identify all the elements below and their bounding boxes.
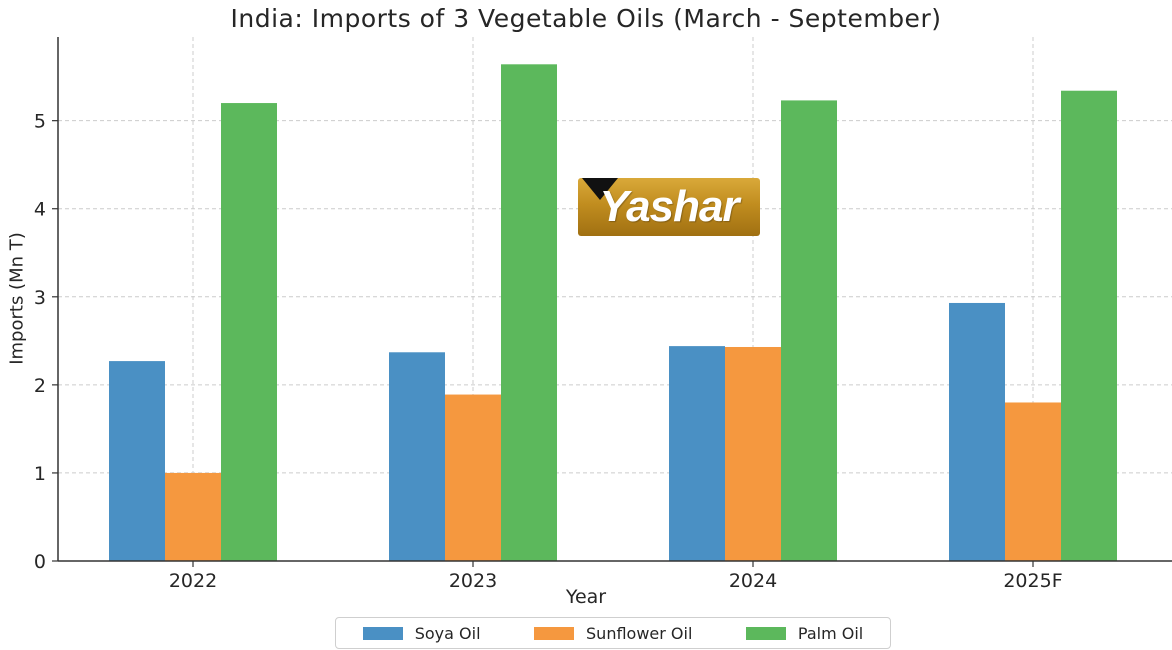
y-tick-label: 3 — [34, 287, 46, 309]
legend-item-soya: Soya Oil — [362, 623, 481, 643]
x-tick-label: 2022 — [169, 570, 217, 592]
bar — [949, 302, 1005, 561]
y-tick-label: 0 — [34, 551, 46, 573]
bar — [501, 64, 557, 561]
chart-legend: Soya Oil Sunflower Oil Palm Oil — [335, 617, 891, 649]
legend-label-sunflower: Sunflower Oil — [586, 623, 693, 643]
y-tick-label: 1 — [34, 463, 46, 485]
bar — [669, 346, 725, 561]
bar — [445, 394, 501, 561]
bar — [389, 352, 445, 561]
y-axis-label: Imports (Mn T) — [6, 232, 28, 365]
yashar-logo: Yashar — [578, 178, 760, 236]
logo-triangle-mark — [582, 178, 618, 200]
y-tick-label: 4 — [34, 199, 46, 221]
legend-label-soya: Soya Oil — [414, 623, 481, 643]
bar — [781, 100, 837, 562]
legend-swatch-soya — [362, 626, 403, 640]
chart-title: India: Imports of 3 Vegetable Oils (Marc… — [230, 4, 942, 33]
legend-swatch-sunflower — [534, 626, 575, 640]
logo-text: Yashar — [599, 182, 739, 231]
x-tick-label: 2025F — [1003, 570, 1062, 592]
legend-item-palm: Palm Oil — [745, 623, 864, 643]
y-tick-label: 2 — [34, 375, 46, 397]
legend-swatch-palm — [745, 626, 786, 640]
bar — [109, 361, 165, 561]
bar — [1061, 90, 1117, 561]
x-tick-label: 2024 — [729, 570, 777, 592]
x-axis-label: Year — [565, 586, 607, 608]
bar — [725, 346, 781, 561]
y-tick-label: 5 — [34, 111, 46, 133]
bar — [221, 103, 277, 562]
bar — [1005, 402, 1061, 561]
x-tick-label: 2023 — [449, 570, 497, 592]
legend-label-palm: Palm Oil — [797, 623, 864, 643]
bar — [165, 472, 221, 561]
legend-item-sunflower: Sunflower Oil — [534, 624, 692, 643]
